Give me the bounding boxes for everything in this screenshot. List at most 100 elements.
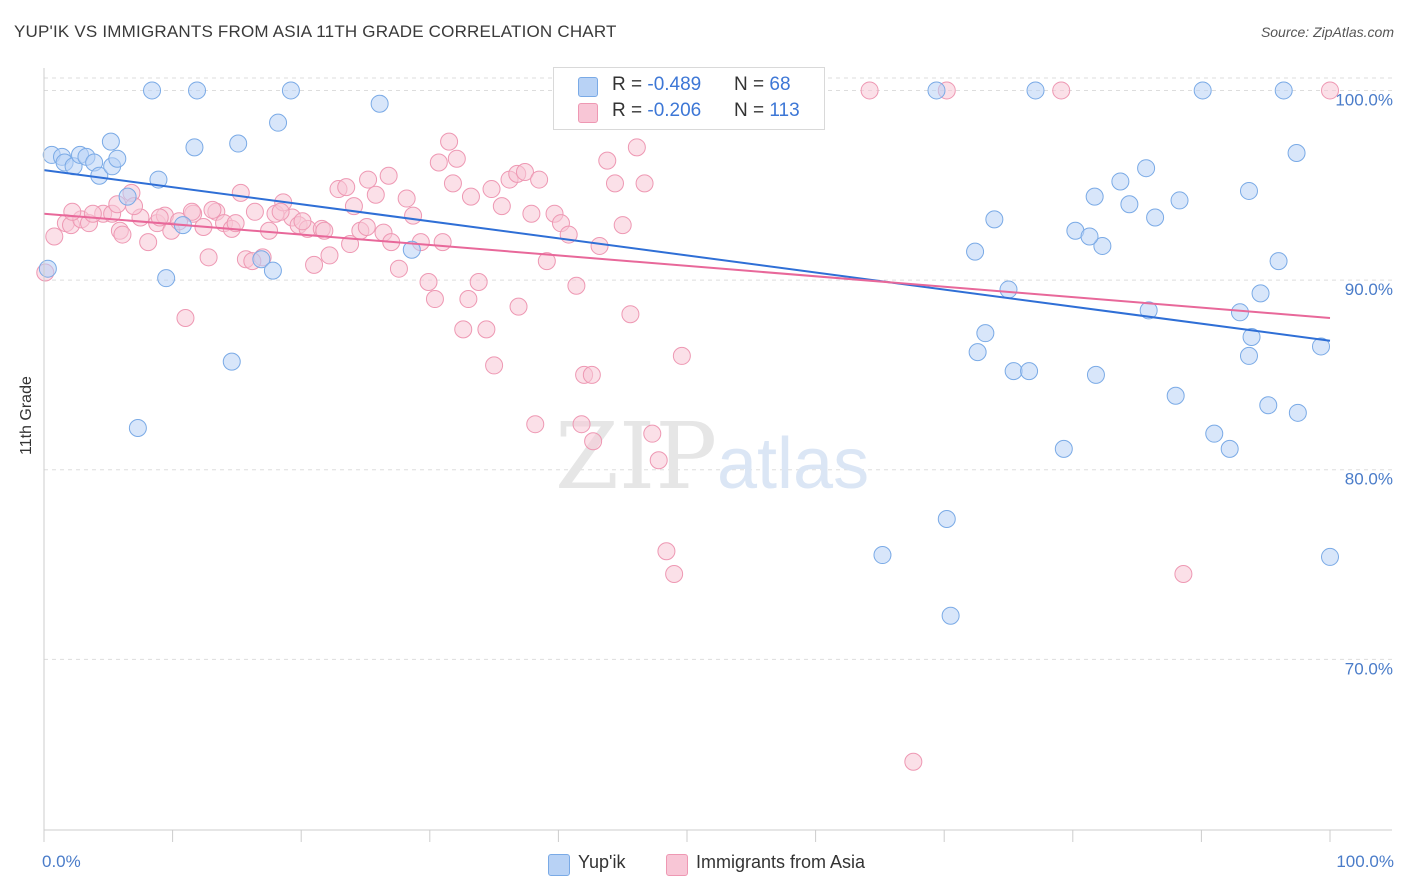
data-point: [188, 81, 207, 100]
data-point: [454, 320, 473, 339]
data-point: [665, 565, 684, 583]
data-point: [492, 197, 511, 216]
data-point: [968, 343, 987, 362]
data-point: [937, 510, 956, 529]
data-point: [379, 166, 398, 185]
data-point: [1146, 208, 1165, 227]
data-point: [1080, 227, 1099, 246]
data-point: [966, 242, 985, 261]
data-point: [860, 81, 879, 100]
data-point: [1239, 346, 1258, 365]
data-point: [927, 81, 946, 100]
data-point: [582, 365, 601, 384]
data-point: [402, 240, 421, 259]
data-point: [357, 217, 376, 236]
data-point: [1093, 236, 1112, 255]
data-point: [38, 259, 57, 278]
data-point: [643, 424, 662, 443]
axes: [43, 68, 1392, 842]
data-point: [1054, 439, 1073, 458]
data-point: [1220, 439, 1239, 458]
y-tick-labels: 100.0% 90.0% 80.0% 70.0%: [1335, 90, 1393, 678]
data-point: [976, 324, 995, 343]
data-point: [433, 233, 452, 252]
trend-line: [43, 212, 1331, 319]
source-label: Source: ZipAtlas.com: [1260, 24, 1394, 40]
data-point: [203, 200, 222, 219]
data-point: [469, 272, 488, 291]
data-point: [485, 356, 504, 375]
series-yupik: [38, 81, 1339, 625]
y-tick-label: 90.0%: [1345, 280, 1393, 299]
y-tick-label: 100.0%: [1335, 90, 1393, 109]
data-point: [461, 187, 480, 206]
data-point: [1259, 396, 1278, 415]
data-point: [1321, 547, 1339, 566]
data-point: [231, 183, 250, 202]
data-point: [567, 276, 586, 295]
stats-row-yupik: R = -0.489 N = 68: [554, 74, 824, 100]
data-point: [530, 170, 549, 189]
data-point: [605, 174, 624, 193]
data-point: [157, 269, 176, 288]
data-point: [1251, 284, 1270, 303]
data-point: [1230, 303, 1249, 322]
data-point: [1269, 252, 1288, 271]
y-tick-label: 70.0%: [1345, 659, 1393, 678]
legend-swatch-pink: [666, 854, 688, 876]
data-point: [429, 153, 448, 172]
stats-row-asia: R = -0.206 N = 113: [554, 100, 824, 126]
stats-swatch-pink: [578, 103, 598, 123]
data-point: [509, 297, 528, 316]
data-point: [1311, 337, 1330, 356]
x-tick-min: 0.0%: [42, 852, 81, 871]
data-point: [440, 132, 459, 151]
data-point: [182, 202, 201, 221]
data-point: [1274, 81, 1293, 100]
data-point: [1242, 327, 1261, 346]
data-point: [627, 138, 646, 157]
data-point: [222, 352, 241, 371]
data-point: [459, 290, 478, 309]
data-point: [366, 185, 385, 204]
x-tick-max: 100.0%: [1336, 852, 1394, 871]
data-point: [113, 225, 132, 244]
data-point: [252, 250, 271, 269]
data-point: [271, 202, 290, 221]
data-point: [1086, 365, 1105, 384]
data-point: [83, 204, 102, 223]
watermark: ZIP atlas: [555, 403, 869, 510]
data-point: [128, 418, 147, 437]
stats-n: N = 68: [734, 74, 791, 95]
data-point: [101, 132, 120, 151]
data-point: [293, 212, 312, 231]
data-point: [447, 149, 466, 168]
data-point: [443, 174, 462, 193]
data-point: [118, 187, 137, 206]
data-point: [1205, 424, 1224, 443]
data-point: [537, 252, 556, 271]
data-point: [526, 415, 545, 434]
data-point: [999, 280, 1018, 299]
data-point: [139, 233, 158, 252]
data-point: [337, 178, 356, 197]
data-point: [45, 227, 64, 246]
data-point: [419, 272, 438, 291]
stats-swatch-blue: [578, 77, 598, 97]
data-point: [1170, 191, 1189, 210]
data-point: [1239, 181, 1258, 200]
data-point: [985, 210, 1004, 229]
data-point: [1020, 362, 1039, 381]
data-point: [873, 546, 892, 565]
legend-label: Yup'ik: [578, 852, 626, 872]
stats-box: R = -0.489 N = 68 R = -0.206 N = 113: [553, 67, 825, 130]
data-point: [1288, 403, 1307, 422]
data-point: [397, 189, 416, 208]
data-point: [143, 81, 162, 100]
data-point: [226, 214, 245, 233]
data-point: [404, 206, 423, 225]
data-point: [1166, 386, 1185, 405]
data-point: [672, 346, 691, 365]
data-point: [1085, 187, 1104, 206]
data-point: [1321, 81, 1339, 100]
